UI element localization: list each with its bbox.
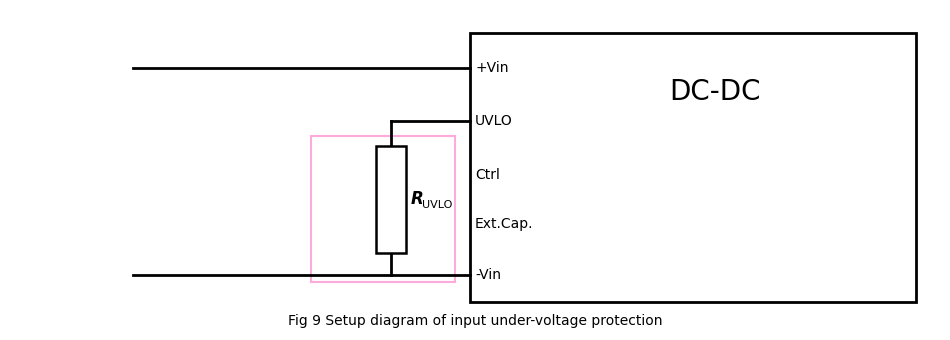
Bar xyxy=(312,136,455,282)
Text: +Vin: +Vin xyxy=(475,61,508,74)
Text: UVLO: UVLO xyxy=(423,200,453,210)
Text: Ctrl: Ctrl xyxy=(475,168,500,182)
Text: UVLO: UVLO xyxy=(475,114,513,128)
Bar xyxy=(470,33,916,302)
Text: -Vin: -Vin xyxy=(475,268,501,282)
Text: R: R xyxy=(410,190,424,208)
Text: Ext.Cap.: Ext.Cap. xyxy=(475,217,534,231)
Bar xyxy=(376,146,406,253)
Text: DC-DC: DC-DC xyxy=(670,79,761,106)
Text: Fig 9 Setup diagram of input under-voltage protection: Fig 9 Setup diagram of input under-volta… xyxy=(288,314,662,328)
